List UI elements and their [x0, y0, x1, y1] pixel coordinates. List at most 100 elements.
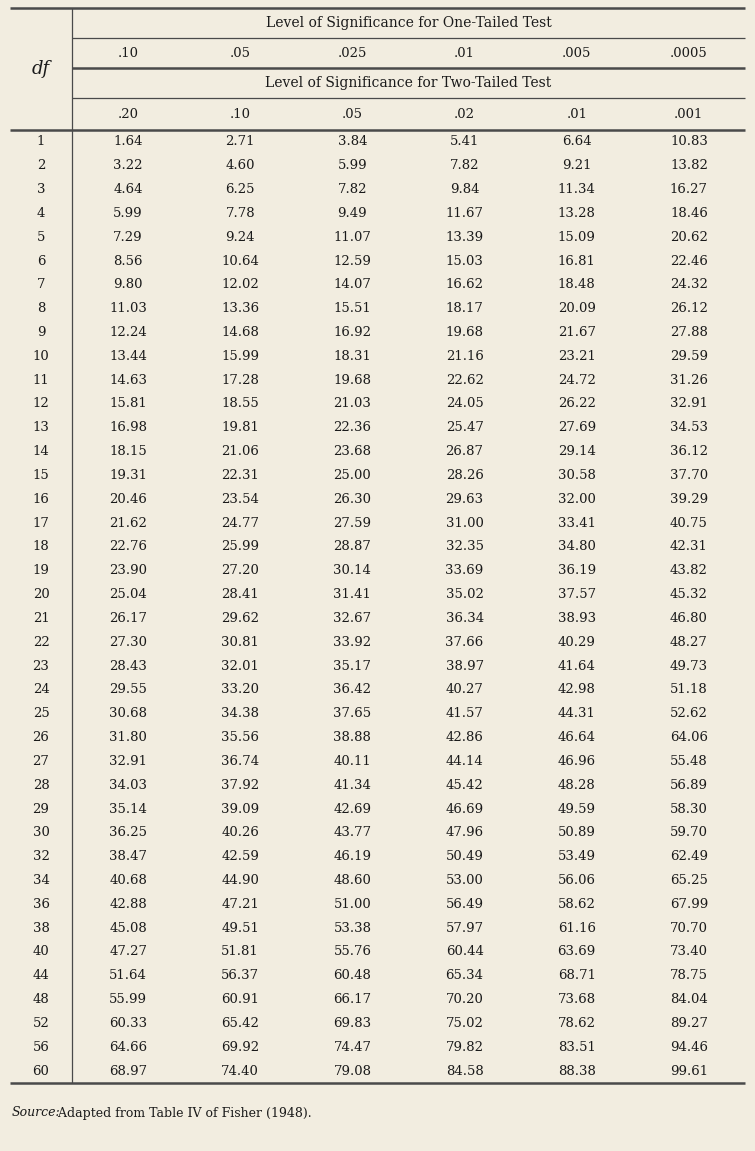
Text: 3.84: 3.84: [337, 136, 367, 148]
Text: 61.16: 61.16: [558, 922, 596, 935]
Text: .01: .01: [454, 46, 475, 60]
Text: 32.91: 32.91: [109, 755, 147, 768]
Text: 27.20: 27.20: [221, 564, 259, 578]
Text: 29.14: 29.14: [558, 445, 596, 458]
Text: 49.51: 49.51: [221, 922, 259, 935]
Text: 2.71: 2.71: [226, 136, 255, 148]
Text: 74.47: 74.47: [334, 1041, 371, 1054]
Text: 16.92: 16.92: [334, 326, 371, 340]
Text: 28.26: 28.26: [445, 468, 483, 482]
Text: 9: 9: [37, 326, 45, 340]
Text: 12.59: 12.59: [334, 254, 371, 267]
Text: 37.92: 37.92: [221, 779, 259, 792]
Text: 30.58: 30.58: [558, 468, 596, 482]
Text: 89.27: 89.27: [670, 1017, 708, 1030]
Text: 49.59: 49.59: [558, 802, 596, 816]
Text: 79.08: 79.08: [334, 1065, 371, 1077]
Text: 7.82: 7.82: [450, 159, 479, 173]
Text: 33.92: 33.92: [334, 635, 371, 649]
Text: 48.28: 48.28: [558, 779, 596, 792]
Text: 23.90: 23.90: [109, 564, 147, 578]
Text: 4.60: 4.60: [226, 159, 255, 173]
Text: 78.62: 78.62: [558, 1017, 596, 1030]
Text: 43.77: 43.77: [334, 826, 371, 839]
Text: 14.07: 14.07: [334, 279, 371, 291]
Text: 55.48: 55.48: [670, 755, 707, 768]
Text: 33.69: 33.69: [445, 564, 484, 578]
Text: 44.31: 44.31: [558, 707, 596, 721]
Text: 43.82: 43.82: [670, 564, 708, 578]
Text: 13.36: 13.36: [221, 303, 259, 315]
Text: 24.77: 24.77: [221, 517, 259, 529]
Text: 42.98: 42.98: [558, 684, 596, 696]
Text: 38.47: 38.47: [109, 851, 147, 863]
Text: 50.89: 50.89: [558, 826, 596, 839]
Text: 74.40: 74.40: [221, 1065, 259, 1077]
Text: 40.11: 40.11: [334, 755, 371, 768]
Text: 64.06: 64.06: [670, 731, 708, 744]
Text: 35.02: 35.02: [445, 588, 483, 601]
Text: 42.86: 42.86: [445, 731, 483, 744]
Text: 32.67: 32.67: [334, 612, 371, 625]
Text: 45.42: 45.42: [445, 779, 483, 792]
Text: 83.51: 83.51: [558, 1041, 596, 1054]
Text: 38.88: 38.88: [334, 731, 371, 744]
Text: 48: 48: [32, 993, 49, 1006]
Text: 11.03: 11.03: [109, 303, 147, 315]
Text: 40.75: 40.75: [670, 517, 708, 529]
Text: 48.27: 48.27: [670, 635, 708, 649]
Text: 35.56: 35.56: [221, 731, 259, 744]
Text: 79.82: 79.82: [445, 1041, 484, 1054]
Text: .05: .05: [230, 46, 251, 60]
Text: 34: 34: [32, 874, 49, 887]
Text: 45.32: 45.32: [670, 588, 708, 601]
Text: 23: 23: [32, 660, 49, 672]
Text: 8: 8: [37, 303, 45, 315]
Text: 31.00: 31.00: [445, 517, 483, 529]
Text: 22.36: 22.36: [334, 421, 371, 434]
Text: 37.70: 37.70: [670, 468, 708, 482]
Text: 60.48: 60.48: [334, 969, 371, 982]
Text: 10: 10: [32, 350, 49, 363]
Text: 55.76: 55.76: [334, 945, 371, 959]
Text: 29: 29: [32, 802, 49, 816]
Text: .005: .005: [562, 46, 591, 60]
Text: 56.49: 56.49: [445, 898, 484, 910]
Text: .02: .02: [454, 107, 475, 121]
Text: 27: 27: [32, 755, 49, 768]
Text: 44: 44: [32, 969, 49, 982]
Text: 75.02: 75.02: [445, 1017, 483, 1030]
Text: 25.04: 25.04: [109, 588, 147, 601]
Text: 38.97: 38.97: [445, 660, 484, 672]
Text: 7.82: 7.82: [337, 183, 367, 196]
Text: 32.01: 32.01: [221, 660, 259, 672]
Text: 18.31: 18.31: [334, 350, 371, 363]
Text: 9.21: 9.21: [562, 159, 591, 173]
Text: 11.67: 11.67: [445, 207, 484, 220]
Text: 40.26: 40.26: [221, 826, 259, 839]
Text: 57.97: 57.97: [445, 922, 484, 935]
Text: 16.62: 16.62: [445, 279, 484, 291]
Text: 59.70: 59.70: [670, 826, 708, 839]
Text: 36: 36: [32, 898, 50, 910]
Text: 19: 19: [32, 564, 49, 578]
Text: 15.51: 15.51: [334, 303, 371, 315]
Text: 1: 1: [37, 136, 45, 148]
Text: 24.32: 24.32: [670, 279, 708, 291]
Text: 32.91: 32.91: [670, 397, 708, 411]
Text: 7.29: 7.29: [113, 230, 143, 244]
Text: 7: 7: [37, 279, 45, 291]
Text: 29.59: 29.59: [670, 350, 708, 363]
Text: 26.22: 26.22: [558, 397, 596, 411]
Text: 4: 4: [37, 207, 45, 220]
Text: 7.78: 7.78: [226, 207, 255, 220]
Text: 5.99: 5.99: [337, 159, 367, 173]
Text: 32.35: 32.35: [445, 541, 484, 554]
Text: 56.06: 56.06: [558, 874, 596, 887]
Text: 12.02: 12.02: [221, 279, 259, 291]
Text: 25.99: 25.99: [221, 541, 259, 554]
Text: 13.39: 13.39: [445, 230, 484, 244]
Text: 26.87: 26.87: [445, 445, 484, 458]
Text: 49.73: 49.73: [670, 660, 708, 672]
Text: 37.65: 37.65: [334, 707, 371, 721]
